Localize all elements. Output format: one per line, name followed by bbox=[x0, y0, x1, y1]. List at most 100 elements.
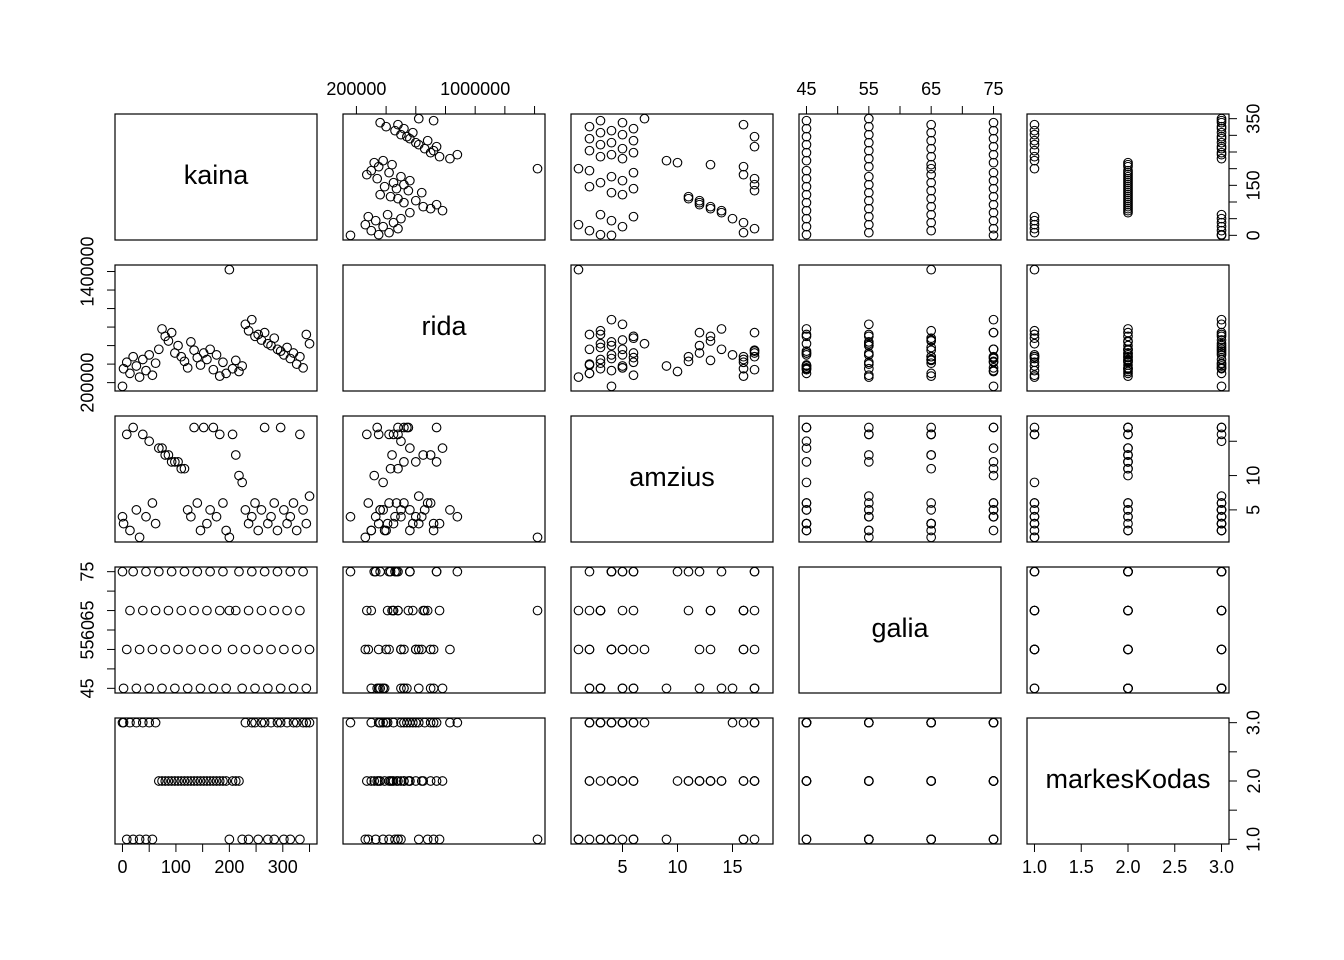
point bbox=[262, 683, 273, 694]
point bbox=[628, 717, 639, 728]
panel bbox=[798, 415, 1002, 543]
point bbox=[298, 362, 308, 373]
point bbox=[661, 683, 672, 694]
panel bbox=[570, 566, 774, 694]
point bbox=[738, 717, 749, 728]
point bbox=[388, 177, 399, 188]
point bbox=[137, 605, 148, 616]
point bbox=[153, 776, 164, 786]
point bbox=[628, 566, 639, 577]
point bbox=[384, 498, 394, 508]
point bbox=[926, 209, 937, 220]
point bbox=[402, 422, 412, 433]
point bbox=[422, 605, 433, 616]
panel bbox=[342, 264, 546, 392]
point bbox=[595, 338, 606, 349]
point bbox=[1123, 683, 1133, 694]
point bbox=[379, 181, 390, 192]
point bbox=[452, 717, 463, 728]
point bbox=[1029, 155, 1040, 166]
point bbox=[246, 511, 257, 522]
point bbox=[988, 362, 999, 373]
point bbox=[926, 127, 937, 138]
point bbox=[192, 566, 203, 577]
point bbox=[1216, 368, 1227, 379]
point bbox=[387, 776, 397, 786]
point bbox=[256, 505, 267, 515]
point bbox=[1029, 518, 1040, 529]
point bbox=[282, 717, 292, 728]
point bbox=[393, 429, 403, 440]
tick-label: 55 bbox=[859, 79, 879, 99]
point bbox=[141, 566, 151, 577]
point bbox=[863, 525, 874, 536]
point bbox=[606, 149, 617, 160]
point bbox=[214, 429, 225, 440]
point bbox=[402, 683, 412, 694]
tick-label: 1.0 bbox=[1022, 857, 1047, 877]
point bbox=[1123, 498, 1133, 508]
point bbox=[801, 123, 812, 134]
point bbox=[393, 119, 403, 130]
point bbox=[801, 139, 812, 150]
point bbox=[628, 352, 639, 363]
point bbox=[606, 314, 617, 325]
point bbox=[749, 131, 760, 142]
point bbox=[445, 153, 455, 164]
point bbox=[595, 354, 606, 365]
tick-label: 5 bbox=[1244, 505, 1264, 515]
point bbox=[1029, 361, 1040, 371]
point bbox=[863, 219, 874, 230]
point bbox=[863, 350, 874, 360]
point bbox=[224, 532, 235, 543]
point bbox=[131, 361, 142, 371]
point bbox=[863, 429, 874, 440]
point bbox=[1216, 342, 1227, 353]
point bbox=[639, 338, 650, 349]
point bbox=[195, 525, 206, 536]
point bbox=[272, 717, 283, 728]
point bbox=[801, 165, 812, 176]
point bbox=[801, 197, 812, 208]
point bbox=[211, 350, 222, 360]
point bbox=[452, 149, 463, 160]
point bbox=[1123, 429, 1133, 440]
point bbox=[532, 163, 543, 174]
point bbox=[269, 498, 280, 508]
point bbox=[716, 683, 727, 694]
point bbox=[407, 605, 418, 616]
point bbox=[405, 133, 415, 144]
point bbox=[153, 443, 164, 453]
point bbox=[195, 683, 206, 694]
point bbox=[617, 175, 628, 186]
panel bbox=[342, 717, 546, 845]
point bbox=[1123, 327, 1133, 338]
point bbox=[237, 683, 248, 694]
panel bbox=[1026, 264, 1230, 392]
point bbox=[1123, 470, 1133, 481]
point bbox=[801, 181, 812, 192]
tick-label: 0 bbox=[1244, 230, 1264, 240]
point bbox=[1216, 505, 1227, 515]
point bbox=[428, 683, 439, 694]
point bbox=[407, 127, 418, 138]
point bbox=[179, 776, 190, 786]
point bbox=[988, 463, 999, 474]
point bbox=[285, 353, 296, 364]
point bbox=[214, 605, 225, 616]
point bbox=[988, 456, 999, 467]
point bbox=[1123, 511, 1133, 522]
point bbox=[1216, 491, 1227, 502]
point bbox=[926, 217, 937, 228]
point bbox=[1123, 505, 1133, 515]
point bbox=[863, 338, 874, 349]
point bbox=[863, 776, 874, 786]
point bbox=[399, 717, 409, 728]
point bbox=[1123, 344, 1133, 355]
point bbox=[117, 566, 128, 577]
point bbox=[186, 644, 196, 655]
point bbox=[584, 834, 595, 845]
point bbox=[1029, 119, 1040, 130]
point bbox=[387, 450, 397, 460]
point bbox=[1123, 518, 1133, 529]
